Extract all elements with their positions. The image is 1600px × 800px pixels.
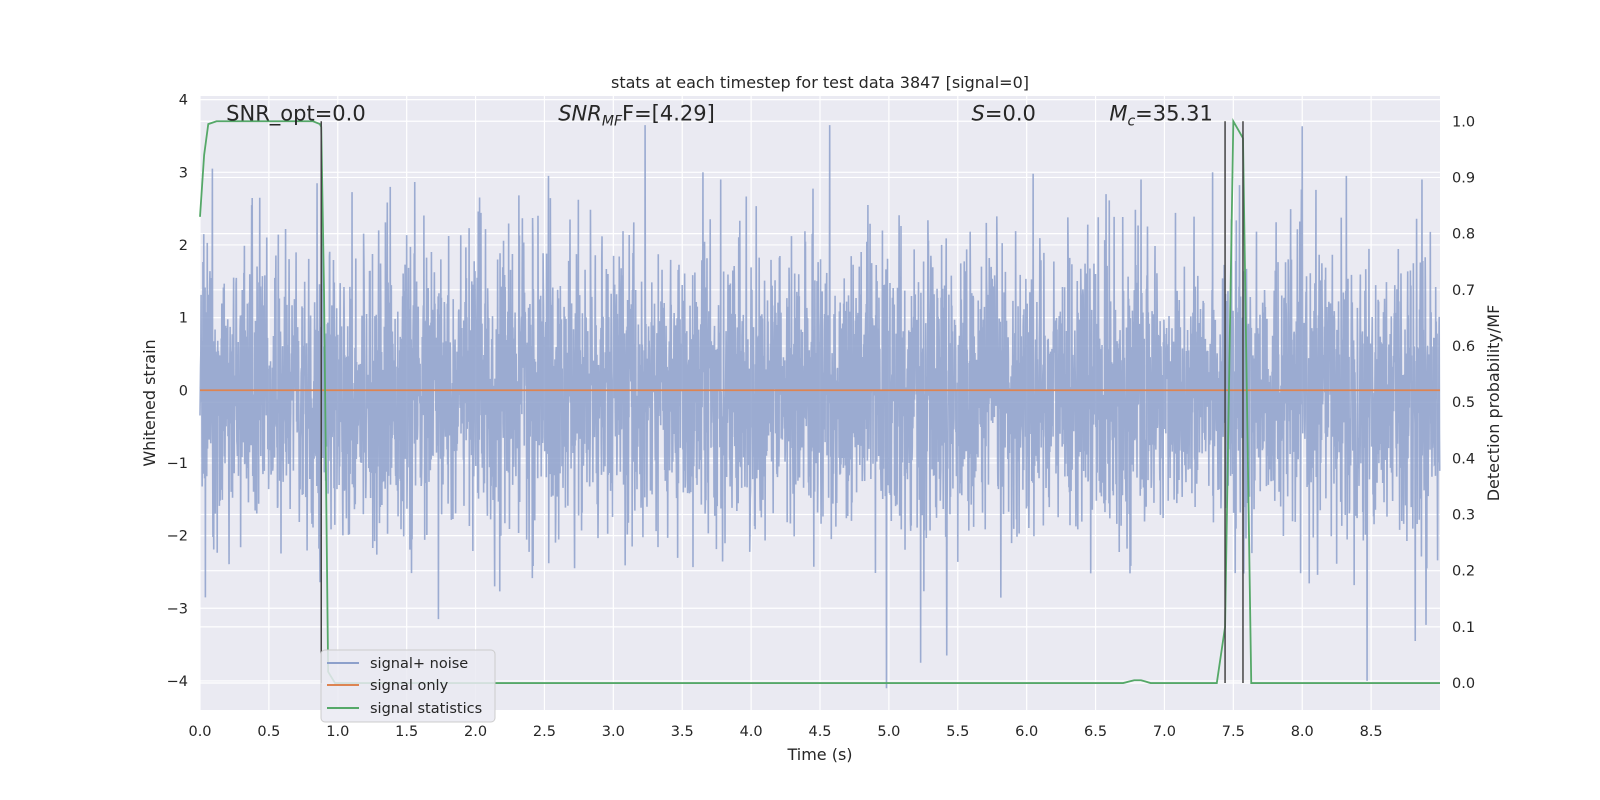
y2-tick-label: 0.8	[1452, 227, 1475, 243]
x-tick-label: 6.0	[1015, 724, 1038, 740]
y-tick-label: −2	[167, 529, 188, 545]
x-tick-label: 3.5	[671, 724, 694, 740]
x-tick-label: 1.0	[326, 724, 349, 740]
y-tick-label: 0	[179, 383, 188, 399]
y2-tick-label: 0.9	[1452, 170, 1475, 186]
x-tick-label: 0.5	[257, 724, 280, 740]
signal-plus-noise-line	[199, 125, 1441, 689]
x-tick-label: 6.5	[1084, 724, 1107, 740]
y-tick-label: −3	[167, 601, 188, 617]
y-tick-label: −1	[167, 456, 188, 472]
legend-label-signal-statistics: signal statistics	[370, 701, 482, 717]
y2-tick-label: 0.5	[1452, 395, 1475, 411]
x-tick-label: 2.5	[533, 724, 556, 740]
x-tick-label: 7.5	[1222, 724, 1245, 740]
annotation-text: SNR_opt=0.0	[226, 101, 366, 126]
y2-tick-label: 0.4	[1452, 451, 1475, 467]
annotation-text: S=0.0	[972, 101, 1036, 125]
x-tick-label: 5.5	[946, 724, 969, 740]
y-tick-label: 3	[179, 165, 188, 181]
x-tick-label: 0.0	[188, 724, 211, 740]
y-tick-label: 4	[179, 93, 188, 109]
y2-tick-label: 0.2	[1452, 564, 1475, 580]
y2-tick-label: 0.0	[1452, 676, 1475, 692]
annotation-text: SNRMFF=[4.29]	[558, 101, 715, 129]
y2-tick-label: 0.3	[1452, 508, 1475, 524]
legend-label-signal-noise: signal+ noise	[370, 656, 468, 672]
x-tick-label: 1.5	[395, 724, 418, 740]
x-axis-label: Time (s)	[786, 745, 852, 764]
legend-box	[320, 649, 496, 723]
signal-plus-noise-series	[199, 125, 1441, 689]
vertical-markers	[320, 121, 1244, 684]
x-tick-label: 2.0	[464, 724, 487, 740]
y-tick-label: −4	[167, 674, 188, 690]
x-tick-label: 4.0	[740, 724, 763, 740]
tick-labels: 0.0 0.5 1.0 1.5 2.0 2.5 3.0 3.5 4.0 4.5 5.0 5.5 6.0 6…	[167, 93, 1475, 740]
y2-tick-label: 1.0	[1452, 114, 1475, 130]
annotation-text: Mc=35.31	[1109, 101, 1213, 129]
x-tick-label: 3.0	[602, 724, 625, 740]
x-tick-label: 7.0	[1153, 724, 1176, 740]
x-tick-label: 8.0	[1291, 724, 1314, 740]
chart-title: stats at each timestep for test data 384…	[611, 73, 1029, 92]
annotations: SNR_opt=0.0 SNRMFF=[4.29] S=0.0 Mc=35.31	[226, 101, 1213, 129]
x-tick-label: 5.0	[877, 724, 900, 740]
x-tick-label: 8.5	[1360, 724, 1383, 740]
y2-tick-label: 0.7	[1452, 283, 1475, 299]
y-axis-label: Whitened strain	[140, 339, 159, 466]
legend-label-signal-only: signal only	[370, 678, 449, 694]
x-tick-label: 4.5	[808, 724, 831, 740]
legend: signal+ noise signal only signal statist…	[320, 649, 496, 723]
y-tick-label: 1	[179, 311, 188, 327]
y-tick-label: 2	[179, 238, 188, 254]
y2-tick-label: 0.6	[1452, 339, 1475, 355]
y2-axis-label: Detection probability/MF	[1484, 305, 1503, 502]
y2-tick-label: 0.1	[1452, 620, 1475, 636]
